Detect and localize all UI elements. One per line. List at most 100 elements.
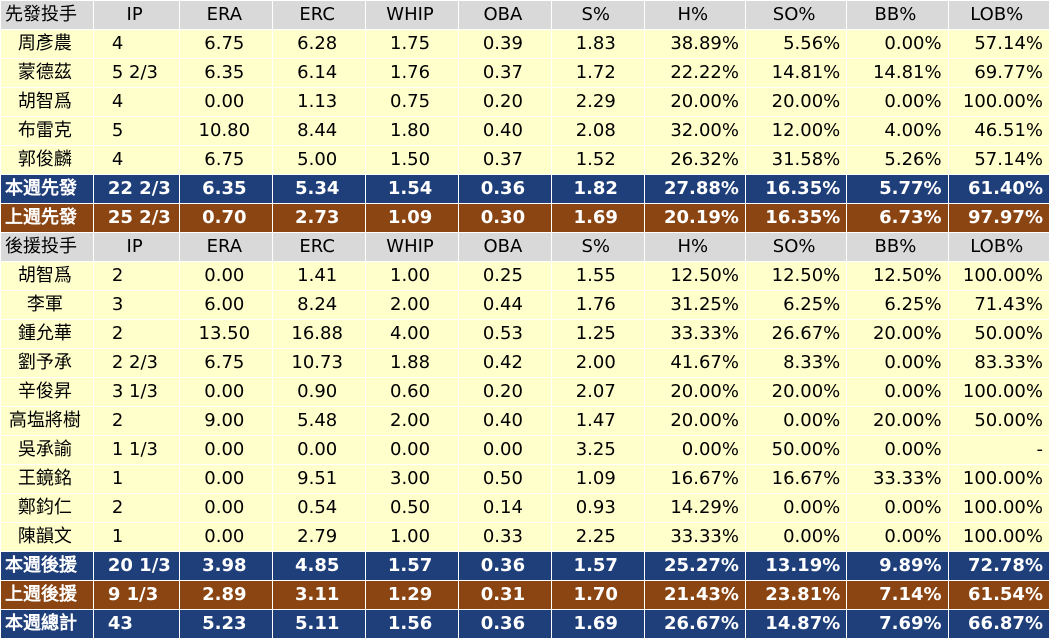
cell-bb-pct: 12.50% [846,261,949,291]
cell-lob-pct: 100.00% [947,87,1050,117]
cell-name: 王鏡銘 [0,464,94,494]
cell-whip: 0.00 [365,435,459,465]
cell-s-pct: 1.72 [550,58,645,88]
cell-whip: 1.80 [365,116,459,146]
cell-oba: 0.37 [457,58,552,88]
cell-erc: 0.90 [272,377,367,407]
cell-h-pct: 32.00% [643,116,746,146]
pitcher-row: 王鏡銘 1 0.00 9.51 3.00 0.50 1.09 16.67% 16.67% 33.3… [0,464,1050,494]
cell-s-pct: 2.29 [550,87,645,117]
total-cell-whip: 1.56 [365,609,459,639]
cell-bb-pct: 0.00% [846,435,949,465]
cell-whip: 0.75 [365,87,459,117]
cell-erc: 2.79 [272,522,367,552]
cell-so-pct: 31.58% [744,145,848,175]
pitcher-row: 郭俊麟 4 6.75 5.00 1.50 0.37 1.52 26.32% 31.58% 5.26… [0,145,1050,175]
cell-bb-pct: 6.25% [846,290,949,320]
total-cell-ip: 20 1/3 [92,551,181,581]
cell-name: 李軍 [0,290,94,320]
cell-whip: 2.00 [365,290,459,320]
cell-name: 胡智爲 [0,87,94,117]
column-header-era: ERA [179,0,274,30]
cell-erc: 10.73 [272,348,367,378]
cell-ip: 2 [92,493,181,523]
cell-lob-pct: 57.14% [947,29,1050,59]
cell-name: 郭俊麟 [0,145,94,175]
cell-era: 9.00 [179,406,274,436]
cell-h-pct: 33.33% [643,522,746,552]
cell-bb-pct: 14.81% [846,58,949,88]
total-cell-so-pct: 13.19% [744,551,848,581]
cell-s-pct: 2.07 [550,377,645,407]
column-header-ip: IP [92,0,181,30]
column-header-erc: ERC [272,232,367,262]
pitcher-row: 胡智爲 4 0.00 1.13 0.75 0.20 2.29 20.00% 20.00% 0.00… [0,87,1050,117]
total-cell-oba: 0.36 [457,551,552,581]
cell-oba: 0.33 [457,522,552,552]
cell-lob-pct: 50.00% [947,406,1050,436]
cell-oba: 0.53 [457,319,552,349]
cell-bb-pct: 4.00% [846,116,949,146]
total-cell-s-pct: 1.82 [550,174,645,204]
cell-so-pct: 20.00% [744,87,848,117]
cell-ip: 4 [92,87,181,117]
cell-ip: 5 2/3 [92,58,181,88]
column-header-h-pct: H% [643,0,746,30]
cell-name: 辛俊昇 [0,377,94,407]
cell-name: 布雷克 [0,116,94,146]
total-cell-name: 本週後援 [0,551,94,581]
column-header-oba: OBA [457,232,552,262]
cell-bb-pct: 5.26% [846,145,949,175]
pitcher-row: 陳韻文 1 0.00 2.79 1.00 0.33 2.25 33.33% 0.00% 0.00%… [0,522,1050,552]
total-cell-ip: 22 2/3 [92,174,181,204]
cell-era: 13.50 [179,319,274,349]
cell-era: 0.00 [179,377,274,407]
cell-lob-pct: 100.00% [947,377,1050,407]
cell-so-pct: 8.33% [744,348,848,378]
cell-lob-pct: 100.00% [947,522,1050,552]
cell-lob-pct: 100.00% [947,493,1050,523]
cell-erc: 0.00 [272,435,367,465]
cell-era: 10.80 [179,116,274,146]
cell-oba: 0.20 [457,87,552,117]
cell-oba: 0.25 [457,261,552,291]
column-header-so-pct: SO% [744,0,848,30]
totals-row: 上週先發 25 2/3 0.70 2.73 1.09 0.30 1.69 20.19% 16.3… [0,203,1050,233]
cell-so-pct: 14.81% [744,58,848,88]
cell-s-pct: 2.00 [550,348,645,378]
total-cell-bb-pct: 5.77% [846,174,949,204]
cell-s-pct: 3.25 [550,435,645,465]
total-cell-h-pct: 20.19% [643,203,746,233]
total-cell-h-pct: 26.67% [643,609,746,639]
total-cell-whip: 1.54 [365,174,459,204]
total-cell-name: 上週先發 [0,203,94,233]
cell-ip: 2 [92,406,181,436]
cell-s-pct: 1.83 [550,29,645,59]
cell-oba: 0.42 [457,348,552,378]
cell-s-pct: 1.09 [550,464,645,494]
total-cell-ip: 43 [92,609,181,639]
cell-oba: 0.39 [457,29,552,59]
cell-bb-pct: 0.00% [846,377,949,407]
cell-s-pct: 0.93 [550,493,645,523]
cell-whip: 3.00 [365,464,459,494]
total-cell-lob-pct: 97.97% [947,203,1050,233]
cell-ip: 2 [92,261,181,291]
cell-era: 0.00 [179,87,274,117]
cell-whip: 0.50 [365,493,459,523]
total-cell-bb-pct: 9.89% [846,551,949,581]
pitcher-row: 鍾允華 2 13.50 16.88 4.00 0.53 1.25 33.33% 26.67% 20… [0,319,1050,349]
cell-ip: 3 [92,290,181,320]
cell-so-pct: 0.00% [744,493,848,523]
cell-ip: 1 [92,522,181,552]
cell-ip: 4 [92,145,181,175]
cell-s-pct: 1.55 [550,261,645,291]
cell-lob-pct: 71.43% [947,290,1050,320]
cell-s-pct: 1.52 [550,145,645,175]
cell-erc: 8.24 [272,290,367,320]
cell-oba: 0.44 [457,290,552,320]
cell-name: 鄭鈞仁 [0,493,94,523]
total-cell-whip: 1.09 [365,203,459,233]
